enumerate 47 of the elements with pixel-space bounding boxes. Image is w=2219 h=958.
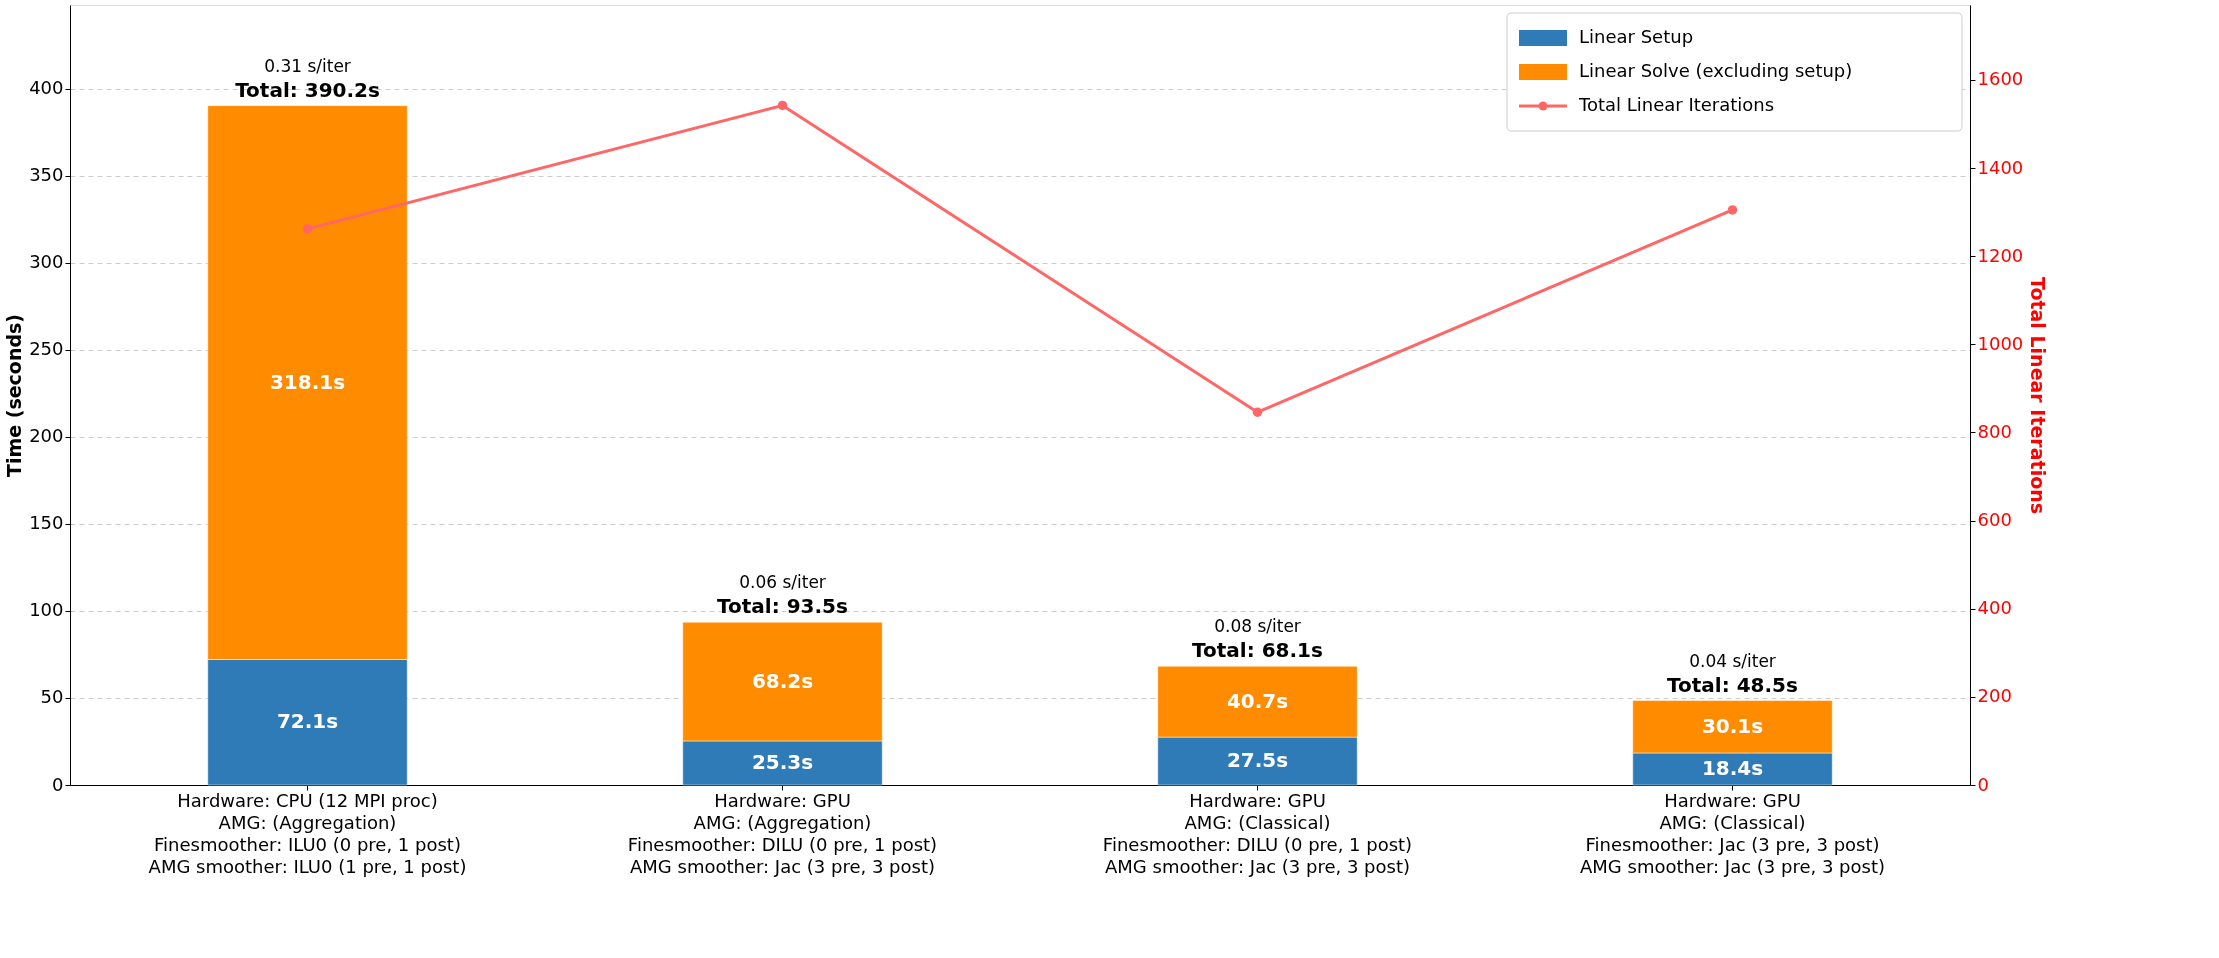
y2-tick-label: 200 (1977, 685, 2012, 707)
annotation: 0.06 s/iter (739, 572, 826, 593)
annotation: 0.04 s/iter (1689, 650, 1776, 671)
data-label: 72.1s (276, 709, 339, 734)
x-tick-label: Hardware: GPU AMG: (Classical) Finesmoother: DILU (0 pre, 1 post) AMG smoother: Jac (3 pre, 3 post) (1102, 789, 1413, 877)
y2-tick-label: 600 (1977, 509, 2012, 531)
data-label: 40.7s (1226, 688, 1289, 713)
total-label: Total: 390.2s (235, 77, 380, 102)
y-tick-label: 100 (29, 599, 64, 621)
y2-tick-label: 1600 (1977, 68, 2024, 90)
annotation: 0.31 s/iter (264, 55, 351, 76)
total-label: Total: 93.5s (717, 594, 848, 619)
legend-label: Linear Solve (excluding setup) (1579, 60, 1853, 81)
y2-tick-label: 0 (1977, 773, 1989, 795)
point (302, 224, 313, 234)
data-label: 30.1s (1701, 713, 1764, 738)
y-axis-title: Time (seconds) (3, 313, 26, 478)
y-tick-label: 350 (29, 164, 64, 186)
y-tick-label: 400 (29, 77, 64, 99)
legend-label: Linear Setup (1579, 26, 1694, 47)
legend-label: Total Linear Iterations (1578, 94, 1775, 115)
y-tick-label: 50 (40, 686, 64, 708)
y-tick-label: 200 (29, 425, 64, 447)
x-tick-label: Hardware: GPU AMG: (Aggregation) Finesmoother: DILU (0 pre, 1 post) AMG smoother: Jac (3 pre, 3 post) (627, 789, 938, 877)
y2-tick-label: 1000 (1977, 332, 2024, 354)
y2-tick-label: 1200 (1977, 244, 2024, 266)
y-tick-label: 250 (29, 338, 64, 360)
point (1727, 205, 1738, 215)
data-label: 318.1s (269, 369, 346, 394)
point (1252, 407, 1263, 417)
total-label: Total: 48.5s (1667, 672, 1798, 697)
annotation: 0.08 s/iter (1214, 616, 1301, 637)
y2-axis-title: Total Linear Iterations (2027, 276, 2050, 515)
y2-tick-label: 1400 (1977, 156, 2024, 178)
data-label: 68.2s (751, 668, 814, 693)
y2-tick-label: 400 (1977, 597, 2012, 619)
x-tick-label: Hardware: GPU AMG: (Classical) Finesmoother: Jac (3 pre, 3 post) AMG smoother: Jac (3 pre, 3 post) (1579, 789, 1886, 877)
y-tick-label: 0 (52, 773, 64, 795)
x-tick-label: Hardware: CPU (12 MPI proc) AMG: (Aggregation) Finesmoother: ILU0 (0 pre, 1 post) AMG smoother: ILU0 (1 pre, 1 post) (148, 789, 467, 877)
y-tick-label: 300 (29, 251, 64, 273)
total-label: Total: 68.1s (1192, 638, 1323, 663)
data-label: 25.3s (751, 749, 814, 774)
y2-tick-label: 800 (1977, 420, 2012, 442)
y-tick-label: 150 (29, 512, 64, 534)
data-label: 18.4s (1701, 755, 1764, 780)
point (777, 100, 788, 111)
data-label: 27.5s (1226, 748, 1289, 773)
